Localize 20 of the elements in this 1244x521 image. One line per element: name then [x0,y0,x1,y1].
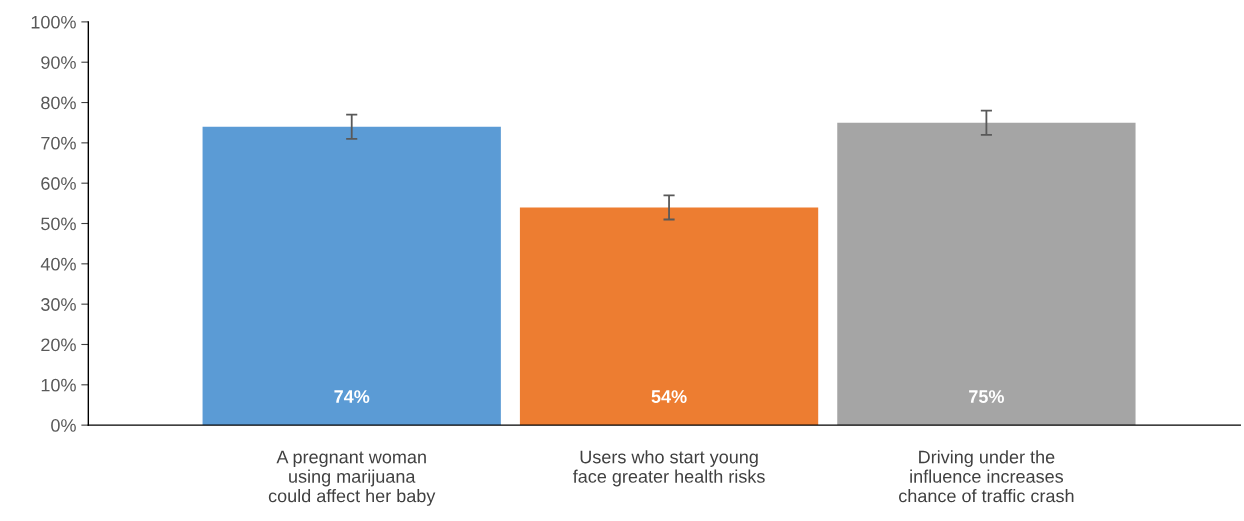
y-tick-label: 20% [41,338,76,352]
x-tick-label: Driving under the influence increases chance of traffic crash [899,450,1074,503]
bar [519,207,819,426]
y-tick-label: 80% [41,96,76,110]
bar [837,122,1136,426]
y-tick-label: 70% [41,136,76,150]
y-tick-label: 0% [51,419,76,432]
bar [202,126,501,426]
data-label: 74% [334,390,370,403]
y-tick-label: 10% [41,378,76,392]
y-tick-label: 30% [41,298,76,311]
x-tick-label: A pregnant woman using marijuana could affect her baby [268,450,436,506]
data-label: 54% [651,390,687,403]
x-tick-label: Users who start young face greater health risks [572,450,765,487]
y-tick-label: 40% [40,257,76,271]
y-tick-label: 100% [31,15,76,29]
data-label: 75% [969,390,1004,403]
y-tick-label: 60% [41,177,76,190]
y-tick-label: 50% [41,217,76,231]
y-tick-label: 90% [41,56,76,69]
